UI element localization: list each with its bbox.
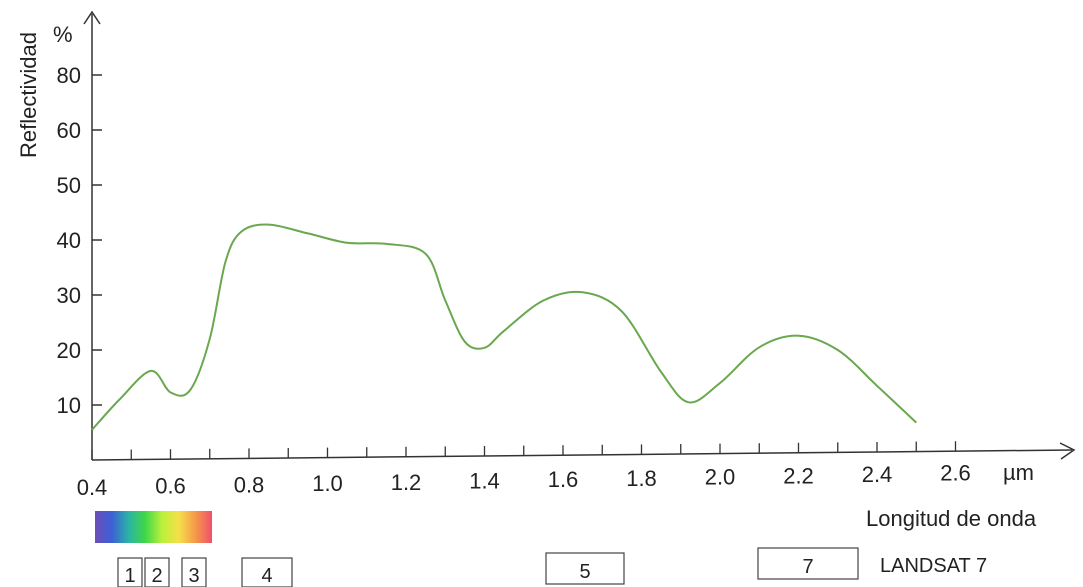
x-ticks: 0.4 0.6 0.8 1.0 1.2 1.4 1.6 1.8 2.0 2.2 2.4 2.6 [77,441,971,500]
satellite-label: LANDSAT 7 [880,555,987,577]
x-axis-arrow [1059,442,1076,460]
visible-spectrum-bar [95,511,212,543]
band-box-3 [181,557,207,587]
x-unit-label: µm [1003,460,1034,485]
x-axis-line [91,449,1073,461]
y-tick-label: 10 [57,393,81,418]
x-tick-label: 0.6 [155,474,186,499]
x-tick-label: 1.8 [626,466,657,491]
x-tick-label: 1.0 [312,471,343,496]
x-tick-label: 1.4 [469,469,500,494]
axes [83,10,1076,461]
y-axis-arrow [83,10,101,25]
y-tick-label: 30 [57,283,81,308]
x-tick-label: 0.4 [77,475,108,500]
band-box-1 [117,557,143,587]
band-label-3: 3 [188,565,199,587]
y-tick-label: 80 [57,63,81,88]
x-tick-label: 2.6 [940,461,971,486]
band-label-5: 5 [579,561,590,583]
band-label-7: 7 [802,556,813,578]
band-label-2: 2 [151,565,162,587]
y-tick-label: 20 [57,338,81,363]
y-ticks: 10 20 30 40 50 60 80 [57,63,102,418]
x-tick-label: 0.8 [234,472,265,497]
y-tick-label: 40 [57,228,81,253]
series-line [91,223,917,431]
x-tick-label: 1.6 [548,467,579,492]
band-box-5 [545,552,625,585]
y-tick-label: 50 [57,173,81,198]
x-tick-label: 2.2 [783,463,814,488]
band-box-4 [241,557,293,587]
y-tick-label: 60 [57,118,81,143]
band-box-7 [757,547,859,580]
x-tick-label: 2.0 [705,465,736,490]
x-tick-label: 1.2 [391,470,422,495]
y-axis-label: Reflectividad [16,32,41,158]
band-label-4: 4 [261,565,272,587]
band-label-1: 1 [124,565,135,587]
band-box-2 [144,557,170,587]
x-tick-label: 2.4 [862,462,893,487]
band-boxes: 1 2 3 4 5 7 LANDSAT 7 [117,547,987,587]
y-unit-label: % [53,22,73,47]
x-axis-label: Longitud de onda [866,506,1037,531]
